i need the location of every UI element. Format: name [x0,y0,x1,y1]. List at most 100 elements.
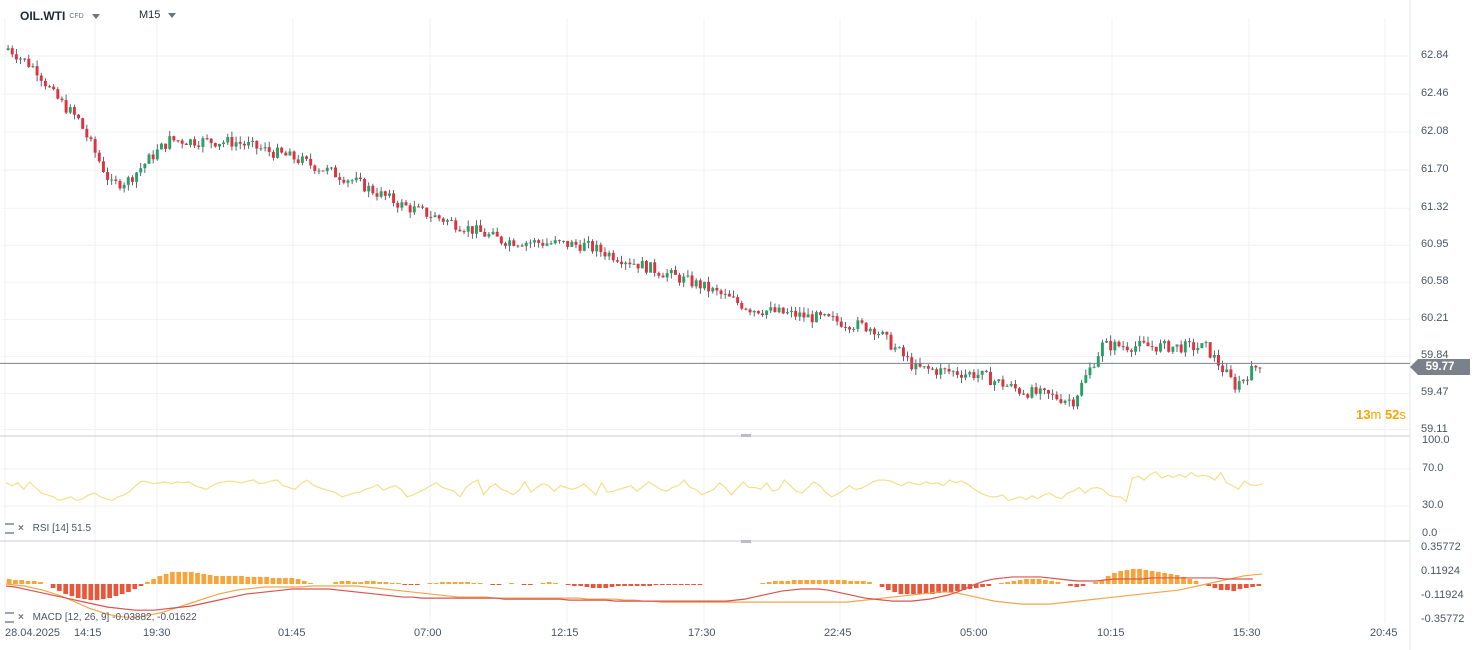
candle-body-down [707,281,711,292]
candle [1246,376,1249,386]
candle [827,313,831,317]
candle [180,138,184,149]
candle [512,238,516,247]
candle-body-up [868,328,872,332]
macd-histogram-bar [572,584,577,587]
candle [673,265,677,275]
countdown-min-unit: m [1370,407,1382,422]
candle-body-down [1233,377,1237,390]
close-icon[interactable]: × [18,523,24,535]
candle-body-down [984,370,988,372]
candle [989,367,992,386]
candle-body-up [68,107,72,113]
candle-body-up [1038,388,1042,394]
candle-body-down [205,138,209,140]
candle [761,309,764,317]
candle-body-up [545,243,549,246]
candle [1005,384,1009,387]
candle-body-up [6,48,10,50]
chevron-down-icon [168,12,177,18]
candle [959,370,963,384]
indicator-settings-icon[interactable] [5,523,14,534]
macd-histogram-bar [672,584,678,586]
candle-body-down [408,205,412,213]
candle [930,366,934,371]
macd-legend: × MACD [12, 26, 9] -0.03882, -0.01622 [5,612,197,623]
candle-body-up [325,167,329,172]
time-axis-label: 19:30 [143,627,171,639]
candle [968,370,972,378]
macd-histogram-bar [63,584,68,595]
candle [1063,399,1067,405]
macd-histogram-bar [364,580,370,584]
candle-body-down [130,177,134,182]
macd-histogram-bar [119,584,125,595]
candle-body-down [761,313,764,316]
candle [441,217,445,225]
macd-histogram-bar [458,581,464,584]
candle [848,325,852,334]
candle-body-up [997,379,1001,382]
macd-histogram-bar [1187,578,1193,584]
macd-histogram-bar [57,584,62,592]
macd-histogram-bar [1124,569,1130,584]
candle-body-down [450,220,454,222]
macd-histogram-bar [1036,578,1042,584]
candle [251,136,255,148]
macd-histogram-bar [1243,584,1249,589]
candle [549,240,553,245]
macd-histogram-bar [270,577,276,584]
candle [48,84,51,88]
candle [425,207,429,219]
candle-body-down [338,177,342,180]
macd-histogram-bar [13,579,18,584]
candle [922,366,926,369]
indicator-settings-icon[interactable] [5,612,14,623]
candle [785,308,789,315]
candle-body-down [1055,394,1059,400]
candle [732,290,735,298]
macd-histogram-bar [75,584,81,599]
macd-histogram-bar [283,577,288,584]
symbol-name: OIL.WTI [20,9,66,23]
candle [574,239,578,249]
candle [790,306,793,318]
candle [197,141,201,150]
candle [309,153,313,169]
candle-body-down [827,314,831,317]
candle [296,155,300,165]
candle-body-down [1154,346,1158,352]
candle [897,346,901,349]
candle-body-up [632,263,636,265]
macd-histogram-bar [653,584,659,586]
macd-histogram-bar [452,581,458,584]
rsi-value: 51.5 [71,523,92,535]
macd-histogram-bar [1218,584,1224,591]
candle [39,72,43,87]
candle-body-down [470,226,474,234]
candle-body-down [926,366,930,369]
macd-histogram-bar [829,579,835,584]
macd-histogram-bar [157,575,163,584]
time-axis-label: 28.04.2025 [5,627,61,639]
close-icon[interactable]: × [18,612,24,624]
candle [305,155,309,161]
candle-body-up [433,215,437,218]
candle [371,183,375,196]
macd-histogram-bar [1049,580,1054,584]
candle [972,369,976,381]
macd-histogram-bar [848,580,853,584]
macd-histogram-bar [942,584,948,593]
macd-histogram-bar [1225,584,1230,591]
candle [964,369,968,381]
candle-body-down [1013,384,1017,389]
macd-histogram-bar [590,584,596,589]
macd-histogram-bar [151,578,156,584]
candle [1100,339,1104,362]
macd-histogram-bar [345,580,351,584]
timeframe-selector[interactable]: M15 [139,9,177,21]
candle [566,240,570,250]
symbol-selector[interactable]: OIL.WTI CFD [20,9,100,23]
candle-body-up [110,179,114,181]
